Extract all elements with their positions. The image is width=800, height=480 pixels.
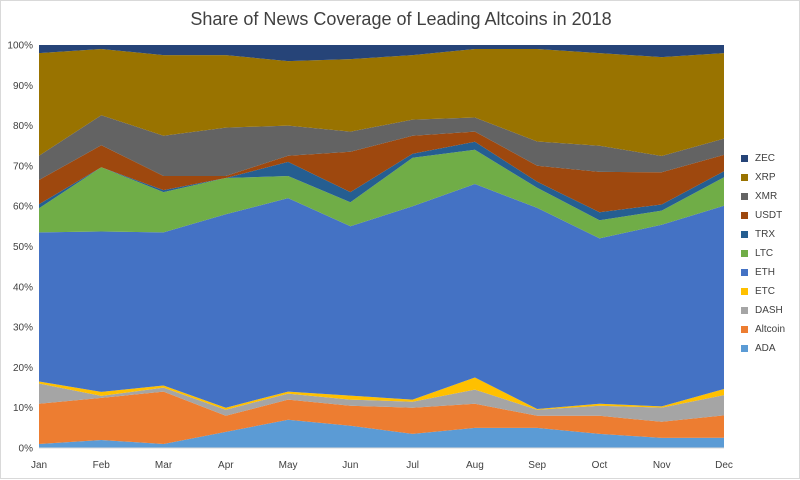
y-tick-label: 20% [13,363,33,374]
legend: ZEC XRP XMR USDT TRX LTC ETH ETC DASH Altcoin ADA [741,149,785,358]
x-tick-label: Jan [31,460,47,471]
legend-swatch [741,307,748,314]
legend-item-zec: ZEC [741,149,785,168]
legend-swatch [741,345,748,352]
area-zec [39,45,724,62]
legend-swatch [741,212,748,219]
legend-label: ETH [755,267,775,278]
area-xrp [39,49,724,156]
legend-item-eth: ETH [741,263,785,282]
chart-title: Share of News Coverage of Leading Altcoi… [190,9,612,29]
x-tick-label: Mar [155,460,173,471]
x-tick-label: Oct [592,460,608,471]
y-tick-label: 50% [13,242,33,253]
legend-label: XMR [755,191,778,202]
area-etc [39,377,724,410]
legend-label: USDT [755,210,783,221]
x-tick-label: Aug [466,460,484,471]
legend-label: ZEC [755,153,775,164]
legend-item-dash: DASH [741,301,785,320]
legend-label: XRP [755,172,776,183]
legend-label: TRX [755,229,775,240]
legend-label: LTC [755,248,774,259]
y-tick-label: 60% [13,202,33,213]
legend-swatch [741,231,748,238]
legend-item-xrp: XRP [741,168,785,187]
x-tick-label: Jun [342,460,358,471]
legend-label: ADA [755,343,776,354]
legend-swatch [741,193,748,200]
y-tick-label: 90% [13,81,33,92]
legend-label: Altcoin [755,324,786,335]
legend-item-xmr: XMR [741,187,785,206]
legend-item-altcoin: Altcoin [741,320,785,339]
area-usdt [39,131,724,213]
legend-item-trx: TRX [741,225,785,244]
area-xmr [39,115,724,180]
y-tick-label: 80% [13,121,33,132]
area-dash [39,383,724,422]
legend-swatch [741,326,748,333]
x-tick-label: Apr [218,460,234,471]
x-tick-label: Jul [406,460,419,471]
y-tick-label: 30% [13,323,33,334]
x-tick-label: Feb [93,460,111,471]
x-tick-label: May [279,460,298,471]
x-tick-label: Nov [653,460,671,471]
y-tick-label: 70% [13,161,33,172]
legend-swatch [741,250,748,257]
y-tick-label: 40% [13,282,33,293]
legend-swatch [741,269,748,276]
legend-swatch [741,155,748,162]
legend-swatch [741,174,748,181]
legend-item-usdt: USDT [741,206,785,225]
area-ltc [39,149,724,239]
legend-item-ada: ADA [741,339,785,358]
legend-label: DASH [755,305,783,316]
legend-item-ltc: LTC [741,244,785,263]
legend-item-etc: ETC [741,282,785,301]
area-altcoin [39,391,724,444]
legend-label: ETC [755,286,775,297]
area-eth [39,184,724,409]
legend-swatch [741,288,748,295]
y-tick-label: 10% [13,403,33,414]
x-tick-label: Sep [528,460,546,471]
x-tick-label: Dec [715,460,733,471]
y-tick-label: 100% [7,41,33,52]
area-ada [39,419,724,448]
y-tick-label: 0% [19,444,34,455]
